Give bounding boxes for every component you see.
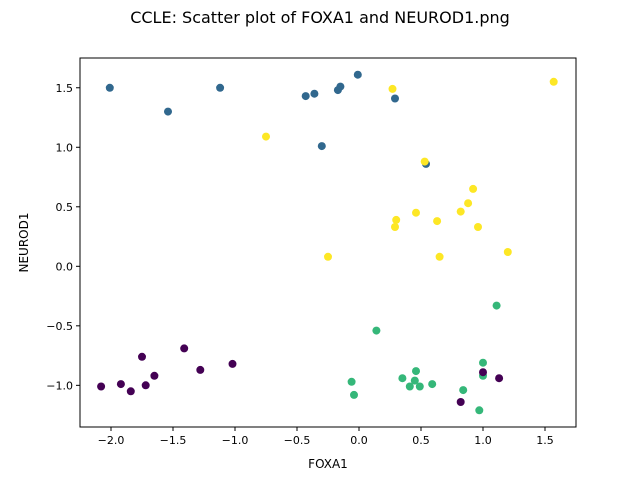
data-point — [474, 223, 482, 231]
data-point — [228, 359, 237, 368]
x-tick-label: −1.5 — [160, 434, 187, 447]
data-point — [353, 70, 362, 79]
data-point — [141, 381, 150, 390]
data-point — [97, 382, 106, 391]
data-point — [475, 406, 484, 415]
plot-frame — [79, 57, 577, 428]
data-point — [180, 344, 189, 353]
data-point — [126, 387, 135, 396]
chart-title: CCLE: Scatter plot of FOXA1 and NEUROD1.… — [130, 8, 510, 27]
data-point — [479, 358, 487, 367]
data-point — [456, 398, 465, 406]
data-point — [410, 376, 419, 385]
x-axis-label: FOXA1 — [308, 457, 348, 471]
data-point — [469, 184, 478, 193]
y-tick-label: −0.5 — [46, 320, 73, 333]
data-point — [301, 92, 310, 101]
data-point — [350, 390, 358, 399]
y-axis-label: NEUROD1 — [17, 213, 31, 273]
data-point — [391, 223, 399, 231]
x-tick-label: −0.5 — [284, 434, 311, 447]
x-tick-label: 0.0 — [350, 434, 368, 447]
data-point — [492, 301, 501, 310]
data-point — [164, 107, 172, 116]
data-point — [433, 217, 442, 226]
data-point — [150, 371, 159, 380]
data-point — [459, 386, 468, 395]
data-point — [479, 368, 487, 377]
data-point — [310, 89, 319, 98]
x-tick-label: −2.0 — [98, 434, 125, 447]
points-layer — [97, 70, 558, 415]
data-point — [435, 252, 444, 261]
data-point — [415, 382, 424, 391]
data-point — [116, 380, 125, 389]
y-tick-label: 1.5 — [56, 82, 74, 95]
data-point — [336, 82, 345, 91]
x-tick-label: −1.0 — [222, 434, 249, 447]
data-point — [216, 83, 225, 92]
data-point — [391, 94, 399, 103]
data-point — [196, 365, 205, 374]
x-tick-label: 1.5 — [536, 434, 554, 447]
data-point — [405, 382, 414, 391]
x-axis: −2.0 −1.5 −1.0 −0.5 0.0 0.5 1.0 1.5 — [98, 427, 554, 447]
y-axis: −1.0 −0.5 0.0 0.5 1.0 1.5 — [46, 82, 80, 392]
data-point — [420, 157, 429, 166]
data-point — [324, 252, 332, 261]
data-point — [347, 377, 356, 386]
data-point — [372, 326, 381, 335]
data-point — [495, 374, 504, 383]
data-point — [388, 84, 397, 93]
data-point — [317, 142, 326, 151]
data-point — [105, 83, 114, 92]
y-tick-label: 1.0 — [56, 141, 74, 154]
data-point — [398, 374, 407, 383]
data-point — [412, 208, 420, 217]
data-point — [428, 380, 437, 389]
data-point — [392, 215, 401, 224]
y-tick-label: 0.0 — [56, 260, 74, 273]
data-point — [412, 367, 420, 376]
data-point — [138, 352, 146, 361]
data-point — [549, 77, 558, 86]
data-point — [456, 207, 465, 216]
y-tick-label: 0.5 — [56, 201, 74, 214]
x-tick-label: 0.5 — [412, 434, 430, 447]
data-point — [503, 248, 512, 256]
data-point — [464, 199, 473, 208]
data-point — [262, 132, 270, 141]
y-tick-label: −1.0 — [46, 379, 73, 392]
x-tick-label: 1.0 — [474, 434, 492, 447]
